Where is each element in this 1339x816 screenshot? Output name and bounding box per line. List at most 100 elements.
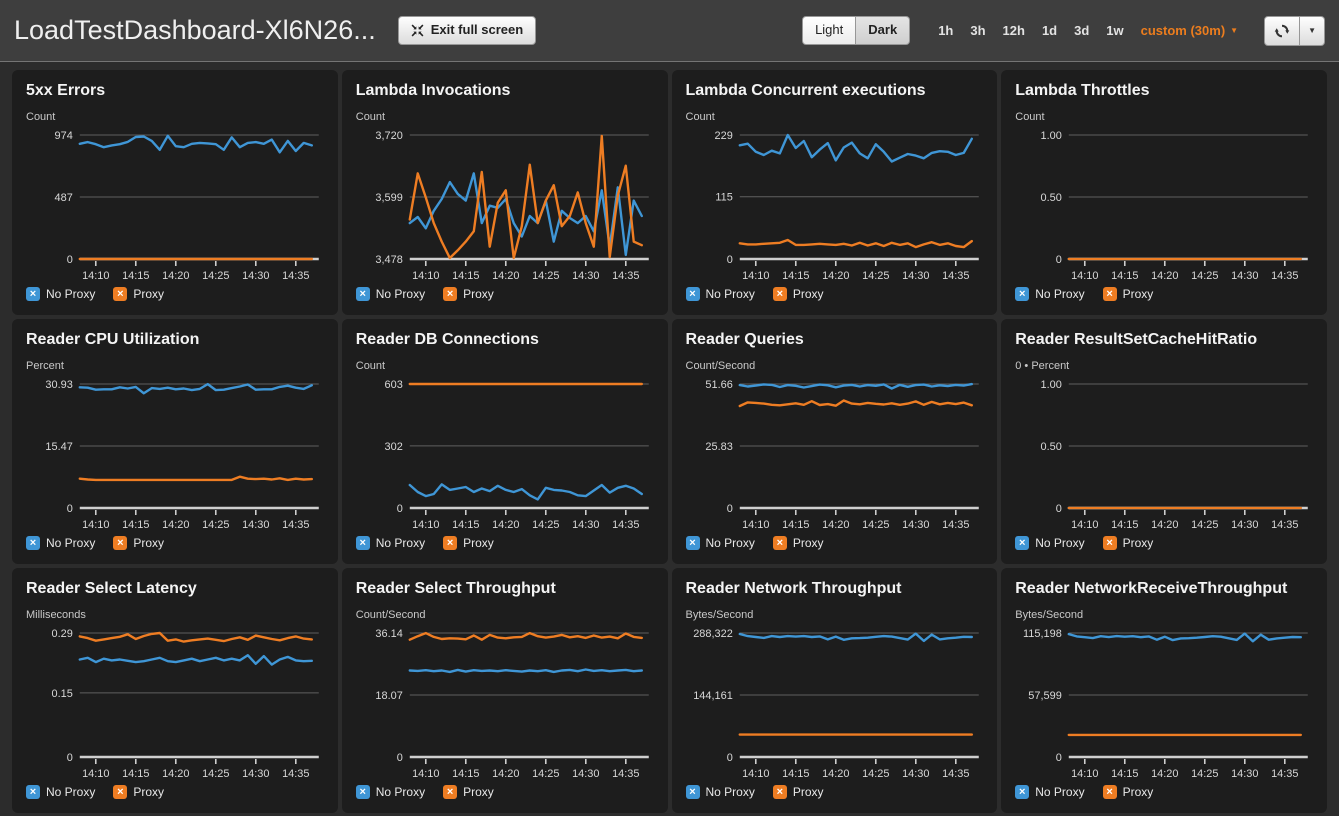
legend-item-proxy[interactable]: × Proxy	[113, 287, 164, 301]
chart-canvas[interactable]: 0 144,161 288,322 14:10 14:15 14:20 14:25 14:30…	[686, 624, 984, 782]
series-line-blue[interactable]	[738, 382, 973, 390]
panel-title: Reader DB Connections	[355, 331, 539, 348]
legend-item-no-proxy[interactable]: × No Proxy	[355, 287, 425, 301]
checkbox-checked-icon[interactable]: ×	[1102, 785, 1117, 799]
chart-canvas[interactable]: 0 487 974 14:10 14:15 14:20 14:25 14:30 14:35	[26, 126, 324, 284]
chart-canvas[interactable]: 0 0.50 1.00 14:10 14:15 14:20 14:25 14:30 14:35	[1015, 126, 1313, 284]
legend-item-no-proxy[interactable]: × No Proxy	[1015, 785, 1085, 799]
time-range-1h[interactable]: 1h	[938, 23, 954, 38]
legend-item-no-proxy[interactable]: × No Proxy	[1015, 287, 1085, 301]
checkbox-checked-icon[interactable]: ×	[1015, 287, 1030, 301]
y-axis-unit-label: Count	[685, 111, 715, 123]
checkbox-checked-icon[interactable]: ×	[26, 785, 40, 799]
checkbox-checked-icon[interactable]: ×	[685, 536, 700, 550]
chart-canvas[interactable]: 0 115 229 14:10 14:15 14:20 14:25 14:30 14:35	[686, 126, 984, 284]
chart-canvas[interactable]: 0 25.83 51.66 14:10 14:15 14:20 14:25 14:30 14:3…	[686, 375, 984, 533]
checkbox-checked-icon[interactable]: ×	[443, 536, 458, 550]
checkbox-checked-icon[interactable]: ×	[355, 785, 370, 799]
series-line-blue[interactable]	[1067, 632, 1303, 643]
time-range-12h[interactable]: 12h	[1002, 23, 1025, 38]
checkbox-checked-icon[interactable]: ×	[26, 287, 40, 301]
checkbox-checked-icon[interactable]: ×	[1102, 287, 1117, 301]
time-range-3d[interactable]: 3d	[1074, 23, 1090, 38]
series-line-orange[interactable]	[78, 475, 313, 482]
series-line-blue[interactable]	[408, 172, 643, 257]
checkbox-checked-icon[interactable]: ×	[355, 536, 370, 550]
legend-label-proxy: Proxy	[463, 785, 494, 799]
y-tick-label: 3,478	[375, 254, 402, 266]
chart-canvas[interactable]: 0 302 603 14:10 14:15 14:20 14:25 14:30 14:35	[356, 375, 654, 533]
legend-item-proxy[interactable]: × Proxy	[443, 536, 494, 550]
legend-item-proxy[interactable]: × Proxy	[772, 785, 824, 799]
checkbox-checked-icon[interactable]: ×	[355, 287, 370, 301]
x-tick-label: 14:35	[942, 519, 969, 531]
time-range-1d[interactable]: 1d	[1041, 23, 1058, 38]
chart-canvas[interactable]: 0 18.07 36.14 14:10 14:15 14:20 14:25 14:30 14:3…	[356, 624, 654, 782]
refresh-button[interactable]	[1264, 15, 1301, 46]
legend-item-proxy[interactable]: × Proxy	[113, 785, 164, 799]
x-tick-label: 14:20	[1151, 519, 1178, 531]
chart-canvas[interactable]: 0 0.15 0.29 14:10 14:15 14:20 14:25 14:30 14:35	[26, 624, 324, 782]
series-line-orange[interactable]	[408, 631, 643, 641]
legend-item-proxy[interactable]: × Proxy	[443, 287, 494, 301]
series-line-orange[interactable]	[408, 134, 643, 260]
legend-item-proxy[interactable]: × Proxy	[113, 536, 164, 550]
legend-item-no-proxy[interactable]: × No Proxy	[26, 785, 95, 799]
checkbox-checked-icon[interactable]: ×	[113, 785, 128, 799]
checkbox-checked-icon[interactable]: ×	[772, 287, 787, 301]
x-tick-label: 14:15	[122, 768, 149, 780]
theme-light-button[interactable]: Light	[802, 16, 857, 45]
legend-label-no-proxy: No Proxy	[1035, 785, 1085, 799]
legend-item-no-proxy[interactable]: × No Proxy	[685, 287, 755, 301]
series-line-orange[interactable]	[738, 238, 973, 249]
checkbox-checked-icon[interactable]: ×	[443, 287, 458, 301]
chart-canvas[interactable]: 3,478 3,599 3,720 14:10 14:15 14:20 14:25 14:30…	[356, 126, 654, 284]
time-range-3h[interactable]: 3h	[970, 23, 986, 38]
chart-canvas[interactable]: 0 0.50 1.00 14:10 14:15 14:20 14:25 14:30 14:35	[1015, 375, 1313, 533]
legend-item-proxy[interactable]: × Proxy	[772, 536, 824, 550]
legend-item-no-proxy[interactable]: × No Proxy	[685, 785, 755, 799]
x-tick-label: 14:35	[612, 270, 639, 282]
checkbox-checked-icon[interactable]: ×	[113, 536, 128, 550]
legend-item-no-proxy[interactable]: × No Proxy	[26, 287, 95, 301]
legend-item-no-proxy[interactable]: × No Proxy	[355, 785, 425, 799]
time-range-1w[interactable]: 1w	[1106, 23, 1124, 38]
chart-canvas[interactable]: 0 57,599 115,198 14:10 14:15 14:20 14:25 14:30 1…	[1015, 624, 1313, 782]
legend-item-proxy[interactable]: × Proxy	[772, 287, 824, 301]
series-line-orange[interactable]	[738, 399, 973, 408]
x-tick-label: 14:35	[612, 519, 639, 531]
y-tick-label: 18.07	[375, 690, 402, 702]
checkbox-checked-icon[interactable]: ×	[1015, 785, 1030, 799]
legend-item-proxy[interactable]: × Proxy	[1102, 785, 1153, 799]
checkbox-checked-icon[interactable]: ×	[1015, 536, 1030, 550]
series-line-blue[interactable]	[78, 382, 313, 395]
checkbox-checked-icon[interactable]: ×	[685, 287, 700, 301]
time-range-custom[interactable]: custom (30m) ▼	[1141, 23, 1238, 38]
checkbox-checked-icon[interactable]: ×	[772, 785, 787, 799]
checkbox-checked-icon[interactable]: ×	[113, 287, 128, 301]
checkbox-checked-icon[interactable]: ×	[685, 785, 700, 799]
series-line-orange[interactable]	[78, 631, 313, 643]
series-line-blue[interactable]	[78, 654, 313, 666]
legend-item-proxy[interactable]: × Proxy	[443, 785, 494, 799]
exit-fullscreen-button[interactable]: Exit full screen	[397, 16, 537, 45]
checkbox-checked-icon[interactable]: ×	[26, 536, 40, 550]
legend-item-no-proxy[interactable]: × No Proxy	[1015, 536, 1085, 550]
x-tick-label: 14:25	[202, 270, 229, 282]
checkbox-checked-icon[interactable]: ×	[1102, 536, 1117, 550]
series-line-blue[interactable]	[408, 483, 643, 501]
theme-dark-button[interactable]: Dark	[856, 16, 911, 45]
legend-item-proxy[interactable]: × Proxy	[1102, 536, 1153, 550]
chart-canvas[interactable]: 0 15.47 30.93 14:10 14:15 14:20 14:25 14:30 14:3…	[26, 375, 324, 533]
checkbox-checked-icon[interactable]: ×	[443, 785, 458, 799]
checkbox-checked-icon[interactable]: ×	[772, 536, 787, 550]
series-line-blue[interactable]	[78, 134, 313, 154]
legend-item-no-proxy[interactable]: × No Proxy	[26, 536, 95, 550]
series-line-blue[interactable]	[738, 632, 973, 643]
legend-item-no-proxy[interactable]: × No Proxy	[355, 536, 425, 550]
refresh-options-button[interactable]: ▼	[1300, 15, 1325, 46]
legend-item-proxy[interactable]: × Proxy	[1102, 287, 1153, 301]
series-line-blue[interactable]	[408, 668, 643, 674]
series-line-blue[interactable]	[738, 133, 973, 163]
legend-item-no-proxy[interactable]: × No Proxy	[685, 536, 755, 550]
